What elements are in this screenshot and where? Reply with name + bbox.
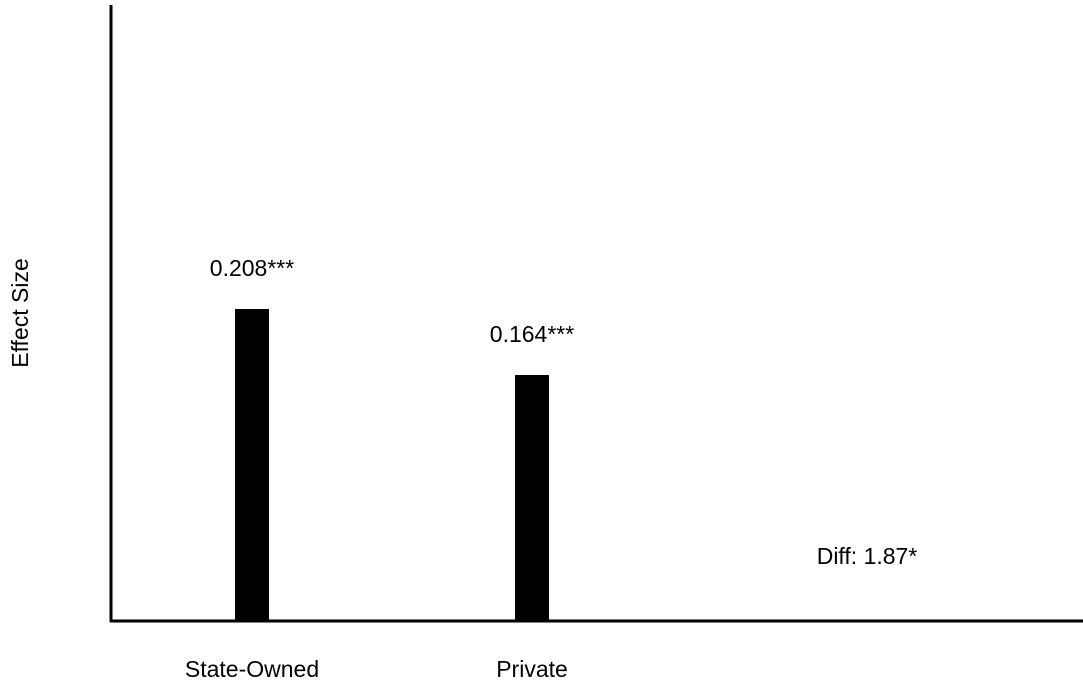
data-label-private: 0.164*** [490,321,574,347]
data-labels-group: 0.208*** 0.164*** [210,255,574,347]
x-tick-label-state-owned: State-Owned [185,656,319,682]
diff-annotation: Diff: 1.87* [817,543,918,569]
x-tick-label-private: Private [496,656,568,682]
bar-private [515,375,549,621]
bar-state-owned [235,309,269,621]
data-label-state-owned: 0.208*** [210,255,294,281]
x-tick-labels-group: State-Owned Private [185,656,568,682]
bars-group [235,309,549,621]
y-axis-title: Effect Size [7,258,33,368]
